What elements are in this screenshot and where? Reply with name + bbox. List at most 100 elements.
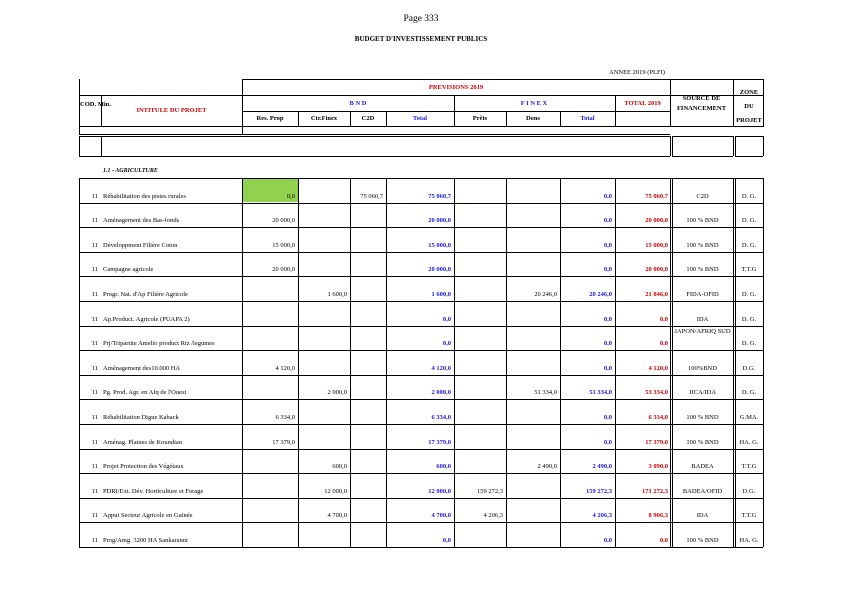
row-res-prop: 17 379,0	[272, 439, 295, 446]
grid-line	[79, 136, 670, 137]
grid-line	[79, 301, 763, 302]
row-intitule: Ap.Product. Agricole (PUAPA 2)	[103, 316, 190, 323]
row-cod: 11	[91, 242, 98, 249]
row-res-prop: 0,0	[286, 193, 295, 200]
row-source: JICA/IDA	[688, 389, 717, 396]
grid-line	[763, 136, 764, 156]
row-zone: D. G.	[741, 242, 757, 249]
row-source: C2D	[696, 193, 709, 200]
row-res-prop: 15 000,0	[272, 242, 295, 249]
grid-line	[506, 111, 507, 127]
row-total-bnd: 15 000,0	[428, 242, 451, 249]
row-zone: D. G.	[741, 291, 757, 298]
row-zone: T.T.G	[741, 266, 757, 273]
row-zone: HA. G.	[739, 439, 759, 446]
row-source: 100 % BND	[686, 439, 719, 446]
row-source: FIDA-OFID	[686, 291, 719, 298]
row-total-bnd: 600,0	[436, 463, 451, 470]
row-source: 100 % BND	[686, 537, 719, 544]
section-title: 1.1 - AGRICULTURE	[103, 168, 158, 174]
grid-line	[79, 375, 763, 376]
row-res-prop: 4 120,0	[275, 365, 296, 372]
row-source: 100 % BND	[686, 242, 719, 249]
row-prets: 4 206,3	[483, 512, 504, 519]
row-ctr-finex: 1 600,0	[327, 291, 348, 298]
grid-line	[733, 79, 734, 127]
grid-line	[79, 156, 670, 157]
row-total-2019: 6 334,0	[648, 414, 669, 421]
total-2019-header: TOTAL 2019	[624, 100, 661, 107]
row-total-finex: 0,0	[603, 217, 612, 224]
row-dons: 20 246,0	[534, 291, 557, 298]
grid-line	[670, 178, 671, 547]
row-zone: D. G.	[741, 316, 757, 323]
grid-line	[560, 178, 561, 547]
row-cod: 11	[91, 439, 98, 446]
row-total-bnd: 0,0	[442, 537, 451, 544]
row-total-bnd: 20 000,0	[428, 217, 451, 224]
row-intitule: Réhabilitation Digue Kaback	[103, 414, 179, 421]
grid-line	[735, 178, 736, 547]
row-total-bnd: 0,0	[442, 316, 451, 323]
row-total-bnd: 17 379,0	[428, 439, 451, 446]
row-total-2019: 20 000,0	[645, 266, 668, 273]
grid-line	[672, 136, 673, 156]
grid-line	[670, 126, 763, 127]
row-ctr-finex: 4 700,0	[327, 512, 348, 519]
row-total-2019: 8 906,3	[648, 512, 669, 519]
total-finex-header: Total	[580, 115, 595, 122]
row-total-bnd: 1 600,0	[431, 291, 452, 298]
row-intitule: Progr. Nat. d'Ap Filière Agricole	[103, 291, 188, 298]
row-total-finex: 51 334,0	[589, 389, 612, 396]
grid-line	[735, 136, 736, 156]
grid-line	[672, 156, 733, 157]
grid-line	[763, 178, 764, 547]
row-total-bnd: 20 000,0	[428, 266, 451, 273]
grid-line	[242, 178, 243, 547]
row-intitule: Aménag. Plaines de Koundian	[103, 439, 183, 446]
grid-line	[79, 326, 763, 327]
row-total-bnd: 4 120,0	[431, 365, 452, 372]
res-prop-header: Res. Prop	[256, 115, 284, 122]
row-dons: 2 490,0	[537, 463, 558, 470]
row-intitule: Aménagement des Bas-fonds	[103, 217, 180, 224]
row-ctr-finex: 12 000,0	[324, 488, 347, 495]
grid-line	[79, 95, 763, 96]
row-source: JAPON/AFRIQ SUD	[674, 328, 731, 335]
grid-line	[672, 178, 673, 547]
row-zone: D. G.	[741, 193, 757, 200]
grid-line	[79, 203, 763, 204]
row-total-bnd: 2 000,0	[431, 389, 452, 396]
row-res-prop: 6 334,0	[275, 414, 296, 421]
row-total-2019: 4 120,0	[648, 365, 669, 372]
row-cod: 11	[91, 488, 98, 495]
intitule-header: INTITULE DU PROJET	[136, 107, 207, 114]
row-total-2019: 21 846,0	[645, 291, 668, 298]
row-zone: HA. G.	[739, 537, 759, 544]
row-cod: 11	[91, 340, 98, 347]
row-total-bnd: 12 000,0	[428, 488, 451, 495]
grid-line	[79, 136, 80, 156]
grid-line	[454, 95, 455, 127]
row-source: 100 % BND	[686, 414, 719, 421]
highlight-cell	[242, 178, 298, 202]
row-total-finex: 0,0	[603, 193, 612, 200]
row-total-finex: 0,0	[603, 414, 612, 421]
row-total-finex: 0,0	[603, 266, 612, 273]
grid-line	[242, 79, 763, 80]
grid-line	[242, 111, 670, 112]
row-source: BADEA	[691, 463, 714, 470]
row-zone: G.MA.	[739, 414, 759, 421]
grid-line	[79, 252, 763, 253]
row-total-finex: 0,0	[603, 439, 612, 446]
row-total-2019: 0,0	[659, 537, 668, 544]
grid-line	[615, 178, 616, 547]
row-ctr-finex: 600,0	[332, 463, 347, 470]
grid-line	[670, 136, 671, 156]
cod-min-header: COD. Min.	[80, 101, 111, 108]
row-total-finex: 2 490,0	[592, 463, 613, 470]
grid-line	[79, 79, 80, 135]
grid-line	[386, 111, 387, 127]
row-intitule: Projet Protection des Végétaux	[103, 463, 184, 470]
grid-line	[79, 227, 763, 228]
